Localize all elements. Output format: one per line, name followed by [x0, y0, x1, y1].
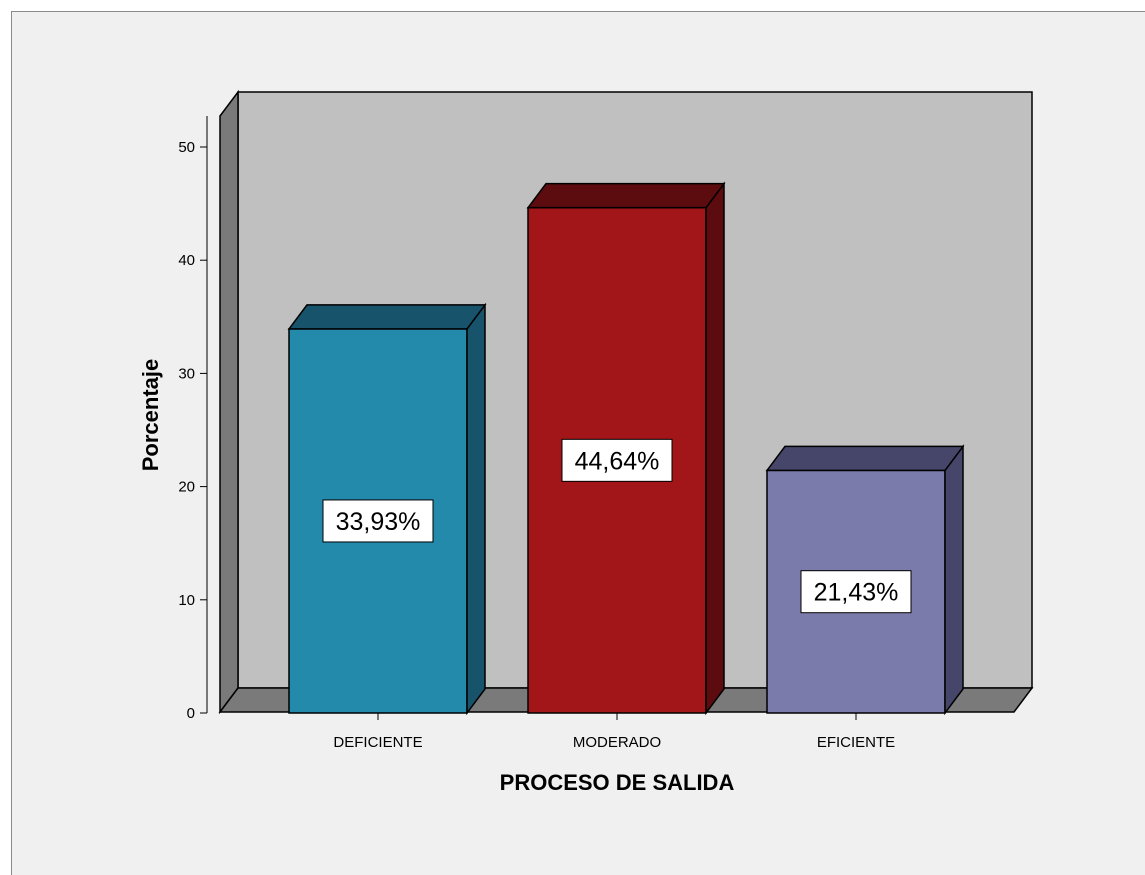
- y-tick-label: 20: [178, 479, 195, 496]
- category-label: MODERADO: [573, 734, 661, 751]
- data-label-box: [561, 438, 673, 482]
- bar-top: [765, 445, 965, 472]
- category-labels: DEFICIENTE MODERADO EFICIENTE: [333, 713, 895, 751]
- y-tick-label: 40: [178, 252, 195, 269]
- data-label: 44,64%: [575, 447, 660, 475]
- y-tick-label: 0: [187, 705, 195, 722]
- data-label: 21,43%: [814, 579, 899, 607]
- data-label: 33,93%: [336, 508, 421, 536]
- category-label: EFICIENTE: [817, 734, 895, 751]
- bar-side: [944, 444, 964, 716]
- bar-deficiente: 33,93%: [287, 302, 487, 716]
- bar-side: [466, 302, 486, 716]
- y-tick-label: 10: [178, 592, 195, 609]
- y-ticks: 0 10 20 30 40 50: [178, 139, 207, 722]
- bar-top: [526, 182, 726, 209]
- data-label-box: [800, 570, 912, 614]
- x-axis-title: PROCESO DE SALIDA: [500, 770, 735, 795]
- bar-moderado: 44,64%: [526, 181, 726, 716]
- bar-side: [705, 181, 725, 716]
- bar-top: [287, 304, 487, 330]
- category-label: DEFICIENTE: [333, 734, 422, 751]
- left-wall: [219, 89, 239, 715]
- y-axis-title: Porcentaje: [138, 359, 163, 472]
- y-tick-label: 30: [178, 365, 195, 382]
- bar-eficiente: 21,43%: [765, 444, 965, 716]
- data-label-box: [322, 499, 434, 543]
- bars: 33,93% 44,64% 21,43%: [287, 181, 965, 716]
- y-tick-label: 50: [178, 139, 195, 156]
